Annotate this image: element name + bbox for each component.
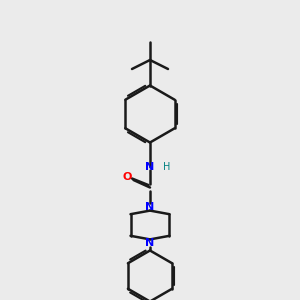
Text: N: N xyxy=(146,238,154,248)
Text: H: H xyxy=(163,161,170,172)
Text: N: N xyxy=(146,161,154,172)
Text: O: O xyxy=(123,172,132,182)
Text: N: N xyxy=(146,202,154,212)
